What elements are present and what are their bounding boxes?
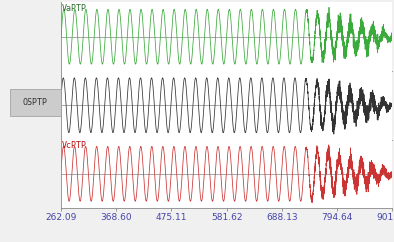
Text: OSPTP: OSPTP [23,98,48,107]
Text: VaPTP: VaPTP [62,4,87,13]
Text: VcPTP: VcPTP [62,141,87,150]
FancyBboxPatch shape [10,90,61,116]
